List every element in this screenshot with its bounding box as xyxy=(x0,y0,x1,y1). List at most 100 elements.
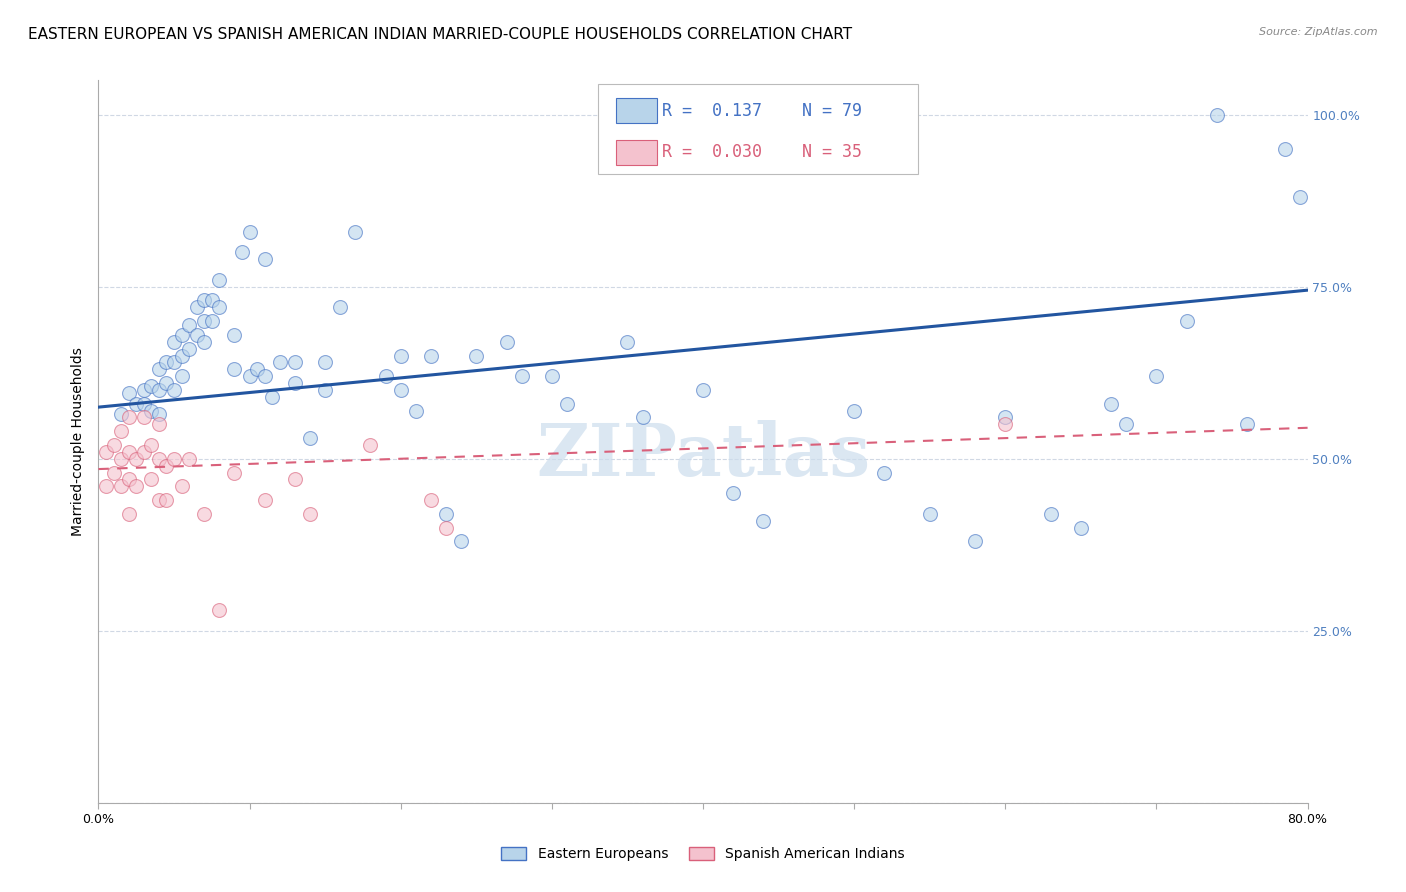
Point xyxy=(360,438,382,452)
Point xyxy=(155,458,177,473)
Text: R =  0.137    N = 79: R = 0.137 N = 79 xyxy=(662,102,862,120)
Point xyxy=(110,407,132,421)
Point xyxy=(118,472,141,486)
Text: EASTERN EUROPEAN VS SPANISH AMERICAN INDIAN MARRIED-COUPLE HOUSEHOLDS CORRELATIO: EASTERN EUROPEAN VS SPANISH AMERICAN IND… xyxy=(28,27,852,42)
Point xyxy=(125,479,148,493)
Point xyxy=(170,349,193,363)
Point xyxy=(103,438,125,452)
Point xyxy=(1289,190,1312,204)
Point xyxy=(155,493,177,508)
Point xyxy=(1099,397,1122,411)
Point xyxy=(389,349,412,363)
Point xyxy=(148,451,170,466)
Text: Source: ZipAtlas.com: Source: ZipAtlas.com xyxy=(1260,27,1378,37)
Point xyxy=(405,403,427,417)
Text: R =  0.030    N = 35: R = 0.030 N = 35 xyxy=(662,144,862,161)
Point xyxy=(148,383,170,397)
Point xyxy=(125,397,148,411)
Point xyxy=(1070,520,1092,534)
Point xyxy=(110,451,132,466)
Point xyxy=(231,245,253,260)
Point xyxy=(179,318,201,332)
Point xyxy=(208,301,231,315)
Point xyxy=(170,479,193,493)
Point xyxy=(110,479,132,493)
Point xyxy=(495,334,517,349)
Point xyxy=(103,466,125,480)
Point xyxy=(148,493,170,508)
Point xyxy=(132,383,155,397)
Point xyxy=(179,342,201,356)
Point xyxy=(201,314,224,328)
Point xyxy=(389,383,412,397)
Point xyxy=(193,334,215,349)
Point xyxy=(170,369,193,384)
Point xyxy=(193,314,215,328)
Point xyxy=(540,369,562,384)
Point xyxy=(1039,507,1062,521)
Legend: Eastern Europeans, Spanish American Indians: Eastern Europeans, Spanish American Indi… xyxy=(495,840,911,868)
Point xyxy=(723,486,745,500)
Point xyxy=(148,407,170,421)
Point xyxy=(163,383,186,397)
Point xyxy=(420,493,443,508)
Point xyxy=(170,327,193,342)
Point xyxy=(284,376,307,390)
Point xyxy=(631,410,654,425)
Point xyxy=(262,390,284,404)
Point xyxy=(110,424,132,438)
Point xyxy=(555,397,578,411)
FancyBboxPatch shape xyxy=(616,98,657,123)
Point xyxy=(299,507,322,521)
Point xyxy=(239,369,262,384)
Y-axis label: Married-couple Households: Married-couple Households xyxy=(72,347,86,536)
Point xyxy=(179,451,201,466)
Point xyxy=(148,362,170,376)
Point xyxy=(299,431,322,445)
Point xyxy=(118,410,141,425)
Point xyxy=(253,493,276,508)
Point xyxy=(253,369,276,384)
Point xyxy=(1175,314,1198,328)
Point xyxy=(269,355,291,369)
Point xyxy=(148,417,170,432)
Point xyxy=(314,383,336,397)
Point xyxy=(965,534,987,549)
Point xyxy=(208,603,231,617)
Point xyxy=(163,451,186,466)
Point xyxy=(314,355,336,369)
Point xyxy=(434,507,457,521)
Point xyxy=(193,293,215,308)
Point xyxy=(125,451,148,466)
Point xyxy=(163,334,186,349)
Point xyxy=(94,479,117,493)
Point xyxy=(844,403,866,417)
Point xyxy=(132,397,155,411)
Point xyxy=(155,376,177,390)
Point xyxy=(224,466,246,480)
Point xyxy=(873,466,896,480)
Point xyxy=(284,355,307,369)
Point xyxy=(1274,142,1296,156)
Point xyxy=(155,355,177,369)
Point xyxy=(752,514,775,528)
Point xyxy=(420,349,443,363)
FancyBboxPatch shape xyxy=(616,140,657,165)
Point xyxy=(253,252,276,267)
Point xyxy=(616,334,638,349)
Point xyxy=(201,293,224,308)
Point xyxy=(141,403,163,417)
Point xyxy=(692,383,714,397)
Point xyxy=(141,472,163,486)
Point xyxy=(186,301,208,315)
Point xyxy=(510,369,533,384)
Point xyxy=(450,534,472,549)
Text: ZIPatlas: ZIPatlas xyxy=(536,420,870,491)
Point xyxy=(118,507,141,521)
Point xyxy=(246,362,269,376)
Point xyxy=(224,362,246,376)
Point xyxy=(132,410,155,425)
FancyBboxPatch shape xyxy=(598,84,918,174)
Point xyxy=(239,225,262,239)
Point xyxy=(344,225,367,239)
